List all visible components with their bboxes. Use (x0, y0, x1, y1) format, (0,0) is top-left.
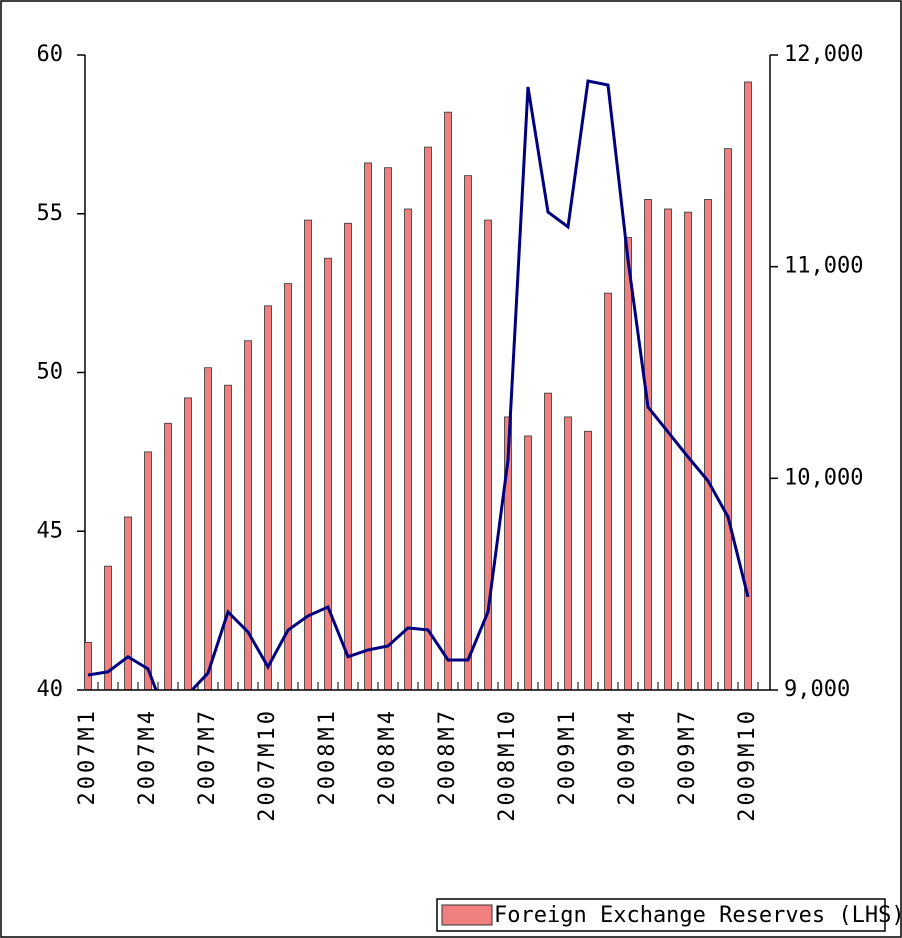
bar (364, 162, 372, 691)
x-tick-label: 2008M7 (435, 708, 460, 805)
bar (384, 167, 392, 691)
bar (444, 111, 452, 691)
y-tick-label: 40 (37, 677, 64, 702)
bar (424, 146, 432, 691)
x-tick-label: 2009M4 (615, 708, 640, 805)
x-tick-label: 2007M10 (255, 708, 280, 822)
bar (524, 435, 532, 691)
bar (224, 384, 232, 691)
y-tick-label: 55 (37, 201, 64, 226)
bar (664, 208, 672, 691)
bar (644, 199, 652, 691)
y2-tick-label: 12,000 (784, 42, 863, 67)
bar (744, 81, 752, 691)
bar (564, 416, 572, 691)
bar (684, 211, 692, 691)
y-tick-label: 45 (37, 518, 64, 543)
bar (404, 208, 412, 691)
y2-tick-label: 11,000 (784, 254, 863, 279)
x-tick-label: 2008M1 (315, 708, 340, 805)
bar (84, 641, 92, 691)
bar (144, 451, 152, 691)
bar (584, 430, 592, 691)
x-tick-label: 2009M10 (735, 708, 760, 822)
bar (184, 397, 192, 691)
bar (464, 175, 472, 691)
y-tick-label: 60 (37, 42, 64, 67)
y-tick-label: 50 (37, 360, 64, 385)
bar (604, 292, 612, 691)
legend-swatch (441, 904, 493, 926)
bar (124, 516, 132, 691)
x-tick-label: 2007M7 (195, 708, 220, 805)
bar (264, 305, 272, 691)
bar (204, 367, 212, 691)
bar (344, 222, 352, 691)
y2-tick-label: 9,000 (784, 677, 850, 702)
y2-tick-label: 10,000 (784, 465, 863, 490)
x-tick-label: 2009M7 (675, 708, 700, 805)
bar (724, 148, 732, 691)
x-tick-label: 2009M1 (555, 708, 580, 805)
bar (624, 237, 632, 691)
legend-box (436, 898, 886, 932)
x-tick-label: 2007M1 (75, 708, 100, 805)
bar (544, 392, 552, 691)
bar (164, 422, 172, 691)
bar (304, 219, 312, 691)
x-tick-label: 2007M4 (135, 708, 160, 805)
x-tick-label: 2008M10 (495, 708, 520, 822)
bar (704, 199, 712, 691)
bar (324, 257, 332, 691)
legend-label: Foreign Exchange Reserves (LHS) (494, 903, 902, 928)
x-tick-label: 2008M4 (375, 708, 400, 805)
